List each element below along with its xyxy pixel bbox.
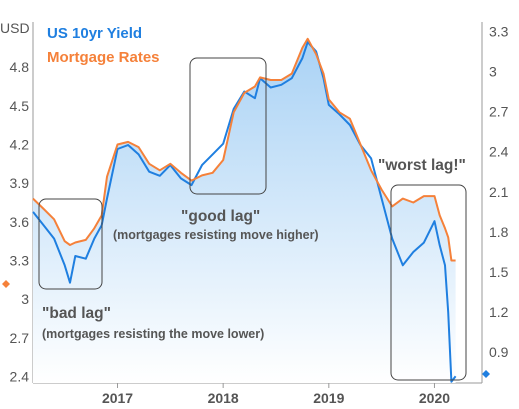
bad-lag-title: "bad lag"	[42, 305, 111, 322]
left-tick-label: 3	[21, 291, 29, 307]
right-tick-label: 3	[489, 63, 497, 79]
right-tick-label: 2.1	[489, 184, 509, 200]
left-tick-label: 3.9	[10, 175, 30, 191]
x-tick-label: 2018	[208, 390, 239, 406]
bad-lag-caption: (mortgages resisting the move lower)	[42, 327, 264, 341]
worst-lag-title: "worst lag!"	[378, 157, 466, 174]
yield-line	[32, 41, 457, 383]
right-tick-label: 2.4	[489, 144, 509, 160]
left-axis-marker	[2, 280, 10, 288]
right-tick-label: 1.2	[489, 304, 509, 320]
good-lag-box	[189, 57, 267, 195]
left-tick-label: 4.2	[10, 136, 30, 152]
legend-mortgage-rates: Mortgage Rates	[47, 49, 160, 66]
right-tick-label: 2.7	[489, 104, 509, 120]
worst-lag-box	[390, 184, 467, 381]
right-tick-label: 0.9	[489, 344, 509, 360]
left-tick-label: 3.3	[10, 253, 30, 269]
left-axis-ticks: 4.8 4.5 4.2 3.9 3.6 3.3 3 2.7 2.4	[10, 59, 30, 384]
right-tick-label: 1.5	[489, 264, 509, 280]
good-lag-caption: (mortgages resisting move higher)	[113, 228, 319, 242]
legend-us-10yr-yield: US 10yr Yield	[47, 25, 142, 42]
left-tick-label: 3.6	[10, 214, 30, 230]
left-axis-unit: USD	[0, 20, 30, 36]
left-tick-label: 2.7	[10, 330, 30, 346]
right-tick-label: 3.3	[489, 23, 509, 39]
x-axis-ticks: 2017 2018 2019 2020	[102, 383, 450, 406]
good-lag-title: "good lag"	[181, 208, 260, 225]
right-tick-label: 1.8	[489, 224, 509, 240]
left-tick-label: 2.4	[10, 369, 30, 385]
right-axis-marker	[482, 370, 490, 378]
x-tick-label: 2017	[102, 390, 133, 406]
x-tick-label: 2020	[419, 390, 450, 406]
x-tick-label: 2019	[313, 390, 344, 406]
left-tick-label: 4.8	[10, 59, 30, 75]
left-tick-label: 4.5	[10, 98, 30, 114]
mortgage-line	[32, 37, 456, 262]
right-axis-ticks: 3.3 3 2.7 2.4 2.1 1.8 1.5 1.2 0.9	[489, 23, 509, 360]
bad-lag-box	[38, 198, 103, 290]
